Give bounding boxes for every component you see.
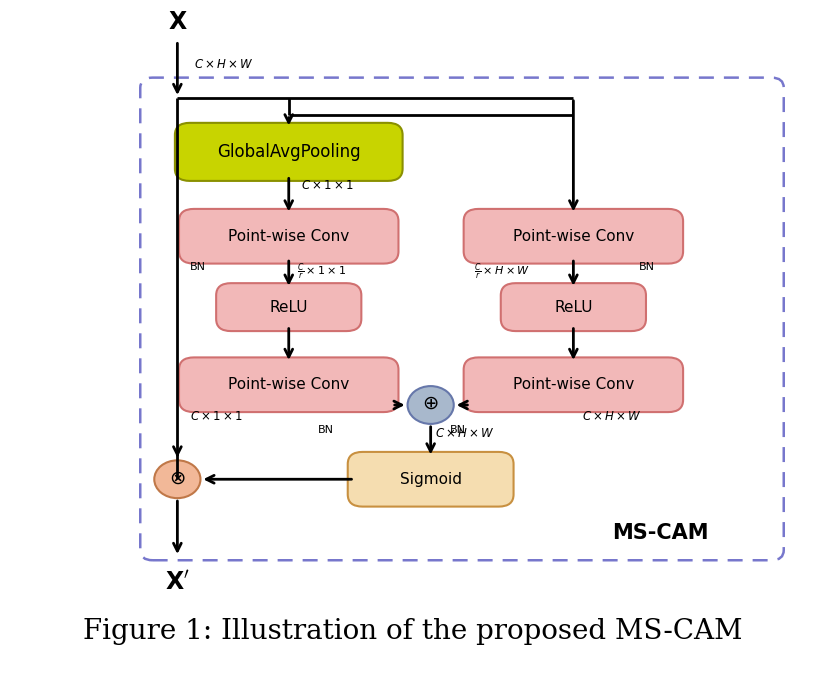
FancyBboxPatch shape xyxy=(179,209,398,263)
Text: $\mathbf{X}$: $\mathbf{X}$ xyxy=(167,9,187,34)
Text: Point-wise Conv: Point-wise Conv xyxy=(229,229,349,244)
Text: $\frac{C}{r}\times H\times W$: $\frac{C}{r}\times H\times W$ xyxy=(474,261,530,282)
Text: BN: BN xyxy=(450,425,466,435)
Text: GlobalAvgPooling: GlobalAvgPooling xyxy=(217,143,361,161)
Text: ⊕: ⊕ xyxy=(422,394,439,413)
Text: Point-wise Conv: Point-wise Conv xyxy=(513,377,634,392)
Text: ⊗: ⊗ xyxy=(169,468,186,487)
Text: Figure 1: Illustration of the proposed MS-CAM: Figure 1: Illustration of the proposed M… xyxy=(82,618,742,645)
FancyBboxPatch shape xyxy=(175,123,403,181)
FancyBboxPatch shape xyxy=(464,209,683,263)
FancyBboxPatch shape xyxy=(179,358,398,412)
FancyBboxPatch shape xyxy=(348,452,513,506)
Text: Sigmoid: Sigmoid xyxy=(399,472,462,487)
Text: ReLU: ReLU xyxy=(270,300,308,315)
Text: Point-wise Conv: Point-wise Conv xyxy=(513,229,634,244)
Text: $\mathbf{X}'$: $\mathbf{X}'$ xyxy=(165,570,190,595)
Text: Point-wise Conv: Point-wise Conv xyxy=(229,377,349,392)
FancyBboxPatch shape xyxy=(501,284,646,331)
Circle shape xyxy=(408,386,454,424)
Text: BN: BN xyxy=(639,261,655,271)
Text: $C\times H\times W$: $C\times H\times W$ xyxy=(435,427,495,440)
FancyBboxPatch shape xyxy=(464,358,683,412)
Circle shape xyxy=(154,460,200,498)
Text: $C\times 1\times 1$: $C\times 1\times 1$ xyxy=(190,410,243,423)
FancyBboxPatch shape xyxy=(216,284,361,331)
Text: $C\times H\times W$: $C\times H\times W$ xyxy=(194,58,254,71)
Text: BN: BN xyxy=(318,425,333,435)
Text: $C\times H\times W$: $C\times H\times W$ xyxy=(582,410,642,423)
Text: ReLU: ReLU xyxy=(554,300,592,315)
Text: BN: BN xyxy=(190,261,205,271)
Text: $C\times 1\times 1$: $C\times 1\times 1$ xyxy=(301,179,354,192)
Text: $\frac{C}{r}\times 1\times 1$: $\frac{C}{r}\times 1\times 1$ xyxy=(297,261,346,282)
Text: MS-CAM: MS-CAM xyxy=(612,523,708,543)
